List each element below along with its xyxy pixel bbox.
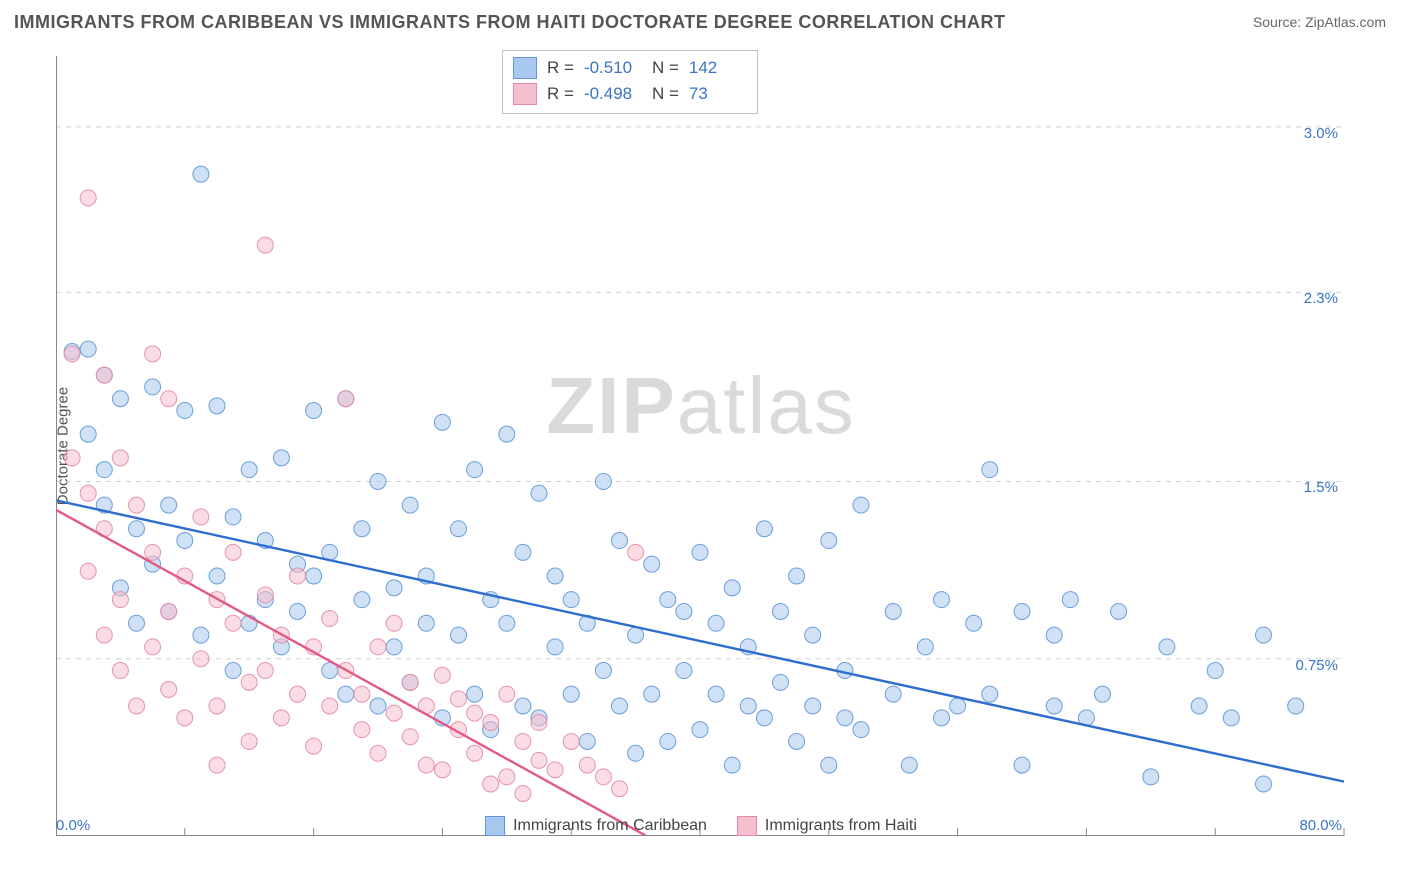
- swatch-caribbean: [513, 57, 537, 79]
- stat-n-value-haiti: 73: [689, 84, 747, 104]
- swatch-haiti: [737, 816, 757, 836]
- stats-row-haiti: R = -0.498 N = 73: [513, 81, 747, 107]
- source-attribution: Source: ZipAtlas.com: [1253, 14, 1386, 30]
- y-tick-label: 0.75%: [1268, 657, 1338, 674]
- legend-item-caribbean: Immigrants from Caribbean: [485, 816, 707, 836]
- stats-row-caribbean: R = -0.510 N = 142: [513, 55, 747, 81]
- stat-n-label: N =: [652, 58, 679, 78]
- x-axis-max-label: 80.0%: [1299, 817, 1342, 834]
- x-axis-min-label: 0.0%: [56, 817, 90, 834]
- stat-r-label: R =: [547, 84, 574, 104]
- source-link[interactable]: ZipAtlas.com: [1305, 14, 1386, 30]
- stat-n-label: N =: [652, 84, 679, 104]
- stat-r-value-caribbean: -0.510: [584, 58, 642, 78]
- stat-n-value-caribbean: 142: [689, 58, 747, 78]
- y-tick-label: 3.0%: [1268, 125, 1338, 142]
- scatter-chart-svg: [56, 50, 1346, 840]
- y-tick-label: 1.5%: [1268, 479, 1338, 496]
- swatch-caribbean: [485, 816, 505, 836]
- legend-label-haiti: Immigrants from Haiti: [765, 817, 917, 834]
- legend-label-caribbean: Immigrants from Caribbean: [513, 817, 707, 834]
- series-legend: Immigrants from Caribbean Immigrants fro…: [485, 816, 917, 836]
- source-prefix: Source:: [1253, 14, 1305, 30]
- chart-area: R = -0.510 N = 142 R = -0.498 N = 73 ZIP…: [56, 50, 1346, 840]
- y-tick-label: 2.3%: [1268, 290, 1338, 307]
- chart-title: IMMIGRANTS FROM CARIBBEAN VS IMMIGRANTS …: [14, 12, 1005, 33]
- stat-r-label: R =: [547, 58, 574, 78]
- swatch-haiti: [513, 83, 537, 105]
- stat-r-value-haiti: -0.498: [584, 84, 642, 104]
- legend-item-haiti: Immigrants from Haiti: [737, 816, 917, 836]
- stats-legend: R = -0.510 N = 142 R = -0.498 N = 73: [502, 50, 758, 114]
